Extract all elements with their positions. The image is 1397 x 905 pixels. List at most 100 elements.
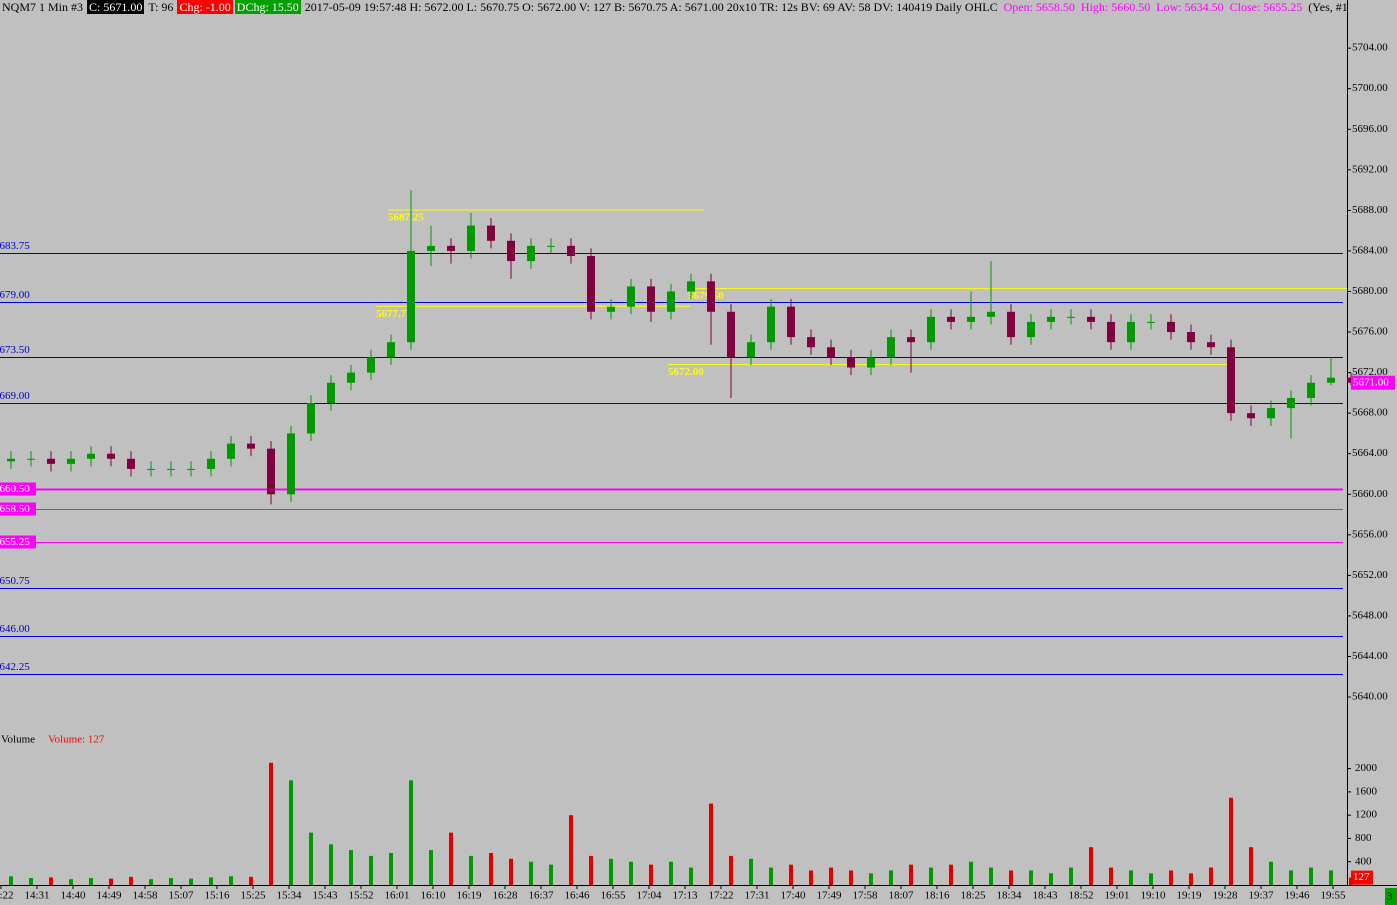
volume-bar (569, 815, 573, 885)
header-item: T: 96 (148, 0, 174, 14)
candle-body (1067, 316, 1075, 318)
volume-bar (349, 850, 353, 885)
x-tick-label: 19:37 (1248, 890, 1274, 902)
level-label: 5658.50 (0, 503, 30, 515)
volume-bar (369, 855, 373, 885)
annotation-label: 5672.00 (668, 366, 704, 378)
candle-body (807, 337, 815, 348)
volume-tick-label: 1200 (1355, 809, 1378, 821)
volume-bar (1109, 867, 1113, 885)
volume-bar (89, 878, 93, 885)
candle-body (887, 337, 895, 358)
candle-body (927, 316, 935, 343)
volume-bar (929, 867, 933, 885)
x-tick-label: 14:31 (24, 890, 49, 902)
x-tick-label: 16:46 (564, 890, 590, 902)
volume-bar (109, 878, 113, 885)
volume-bar (1229, 797, 1233, 885)
candle-body (147, 468, 155, 470)
x-tick-label: 19:01 (1104, 890, 1129, 902)
candle-body (367, 357, 375, 373)
volume-bar (269, 762, 273, 885)
level-label: 5669.00 (0, 390, 30, 402)
level-label: 5660.50 (0, 483, 30, 495)
volume-bar (709, 803, 713, 885)
volume-bar (829, 867, 833, 885)
level-label-box (0, 502, 36, 516)
x-tick-label: 19:19 (1176, 890, 1202, 902)
x-tick-label: 18:25 (960, 890, 986, 902)
x-tick-label: 14:58 (132, 890, 158, 902)
y-tick-label: 5640.00 (1352, 691, 1388, 703)
x-tick-label: 16:55 (600, 890, 626, 902)
candle-body (287, 433, 295, 495)
candle-body (527, 245, 535, 262)
volume-bar (1249, 847, 1253, 885)
x-tick-label: 19:46 (1284, 890, 1310, 902)
x-tick-label: 18:07 (888, 890, 914, 902)
level-label-box (0, 535, 36, 549)
candle-body (1107, 321, 1115, 343)
candle-body (1007, 311, 1015, 338)
candle-body (867, 357, 875, 368)
volume-bar (389, 853, 393, 885)
x-tick-label: 17:22 (708, 890, 733, 902)
volume-bar (149, 879, 153, 885)
candle-body (587, 256, 595, 312)
header-item: (Yes, #1 (1308, 0, 1348, 14)
volume-title: Volume (1, 734, 35, 746)
candle-body (7, 458, 15, 462)
volume-bar (609, 858, 613, 885)
candle-body (667, 291, 675, 312)
volume-bar (529, 861, 533, 885)
y-tick-label: 5648.00 (1352, 609, 1388, 621)
candle-body (707, 281, 715, 312)
y-tick-label: 5664.00 (1352, 447, 1388, 459)
y-tick-label: 5672.00 (1352, 366, 1388, 378)
header-item: DChg: 15.50 (234, 0, 301, 14)
candle-body (67, 458, 75, 464)
volume-bar (549, 864, 553, 885)
x-tick-label: 15:16 (204, 890, 230, 902)
volume-bar (1129, 870, 1133, 885)
candle-body (167, 468, 175, 470)
y-tick-label: 5700.00 (1352, 82, 1388, 94)
header-item: NQM7 1 Min #3 (2, 0, 84, 14)
candle-body (507, 240, 515, 262)
y-tick-label: 5660.00 (1352, 488, 1388, 500)
candle-body (947, 316, 955, 322)
candle-body (327, 382, 335, 404)
candle-body (967, 316, 975, 322)
x-tick-label: 16:01 (384, 890, 409, 902)
x-tick-label: 19:55 (1320, 890, 1346, 902)
candle-body (207, 458, 215, 469)
candle-body (727, 311, 735, 358)
candle-body (547, 245, 555, 247)
level-label: 5683.75 (0, 240, 30, 252)
header-item: Chg: -1.00 (177, 0, 233, 14)
volume-bar (469, 855, 473, 885)
candle-body (467, 225, 475, 251)
candle-body (1247, 413, 1255, 419)
candle-body (1047, 316, 1055, 322)
candle-body (1207, 342, 1215, 348)
volume-bar (1049, 873, 1053, 885)
corner-badge-box (1385, 888, 1397, 905)
last-price-box (1351, 375, 1395, 390)
x-tick-label: 15:52 (348, 890, 373, 902)
volume-bar (1269, 861, 1273, 885)
candle-body (447, 245, 455, 251)
level-label-box (0, 482, 36, 496)
candle-body (1267, 408, 1275, 419)
volume-last-box (1351, 870, 1373, 885)
x-tick-label: 18:52 (1068, 890, 1093, 902)
volume-bar (789, 864, 793, 885)
candle-body (267, 448, 275, 495)
x-tick-label: 15:34 (276, 890, 302, 902)
header-item: Open: 5658.50 (1003, 0, 1075, 14)
volume-bar (769, 867, 773, 885)
volume-bar (489, 853, 493, 885)
candle-body (1327, 377, 1335, 383)
x-tick-label: 15:25 (240, 890, 266, 902)
y-tick-label: 5688.00 (1352, 204, 1388, 216)
